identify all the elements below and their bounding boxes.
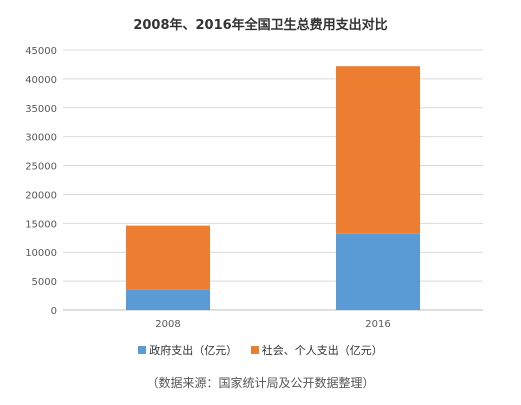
y-tick-label: 35000	[25, 104, 57, 115]
legend-item-social-personal: 社会、个人支出（亿元）	[250, 342, 383, 358]
bar-government-2008	[126, 289, 210, 310]
bar-social-personal-2016	[336, 66, 420, 234]
y-tick-label: 20000	[25, 190, 57, 201]
y-tick-label: 30000	[25, 133, 57, 144]
source-note: （数据来源：国家统计局及公开数据整理）	[146, 376, 375, 390]
legend-item-government: 政府支出（亿元）	[138, 342, 237, 358]
x-tick-label: 2016	[365, 319, 390, 330]
y-tick-label: 40000	[25, 75, 57, 86]
legend-swatch-social-personal	[250, 346, 259, 354]
bar-social-personal-2008	[126, 225, 210, 290]
x-tick-label: 2008	[155, 319, 180, 330]
y-tick-label: 45000	[25, 46, 57, 57]
chart-title: 2008年、2016年全国卫生总费用支出对比	[133, 18, 388, 33]
bar-government-2016	[336, 233, 420, 310]
legend-label-social-personal: 社会、个人支出（亿元）	[261, 344, 383, 357]
y-tick-label: 5000	[32, 277, 57, 288]
y-tick-label: 0	[51, 306, 57, 317]
y-tick-label: 25000	[25, 162, 57, 173]
y-tick-label: 10000	[25, 248, 57, 259]
chart-legend: 政府支出（亿元） 社会、个人支出（亿元）	[0, 342, 521, 358]
legend-swatch-government	[138, 346, 147, 354]
y-tick-label: 15000	[25, 219, 57, 230]
legend-label-government: 政府支出（亿元）	[149, 344, 238, 357]
